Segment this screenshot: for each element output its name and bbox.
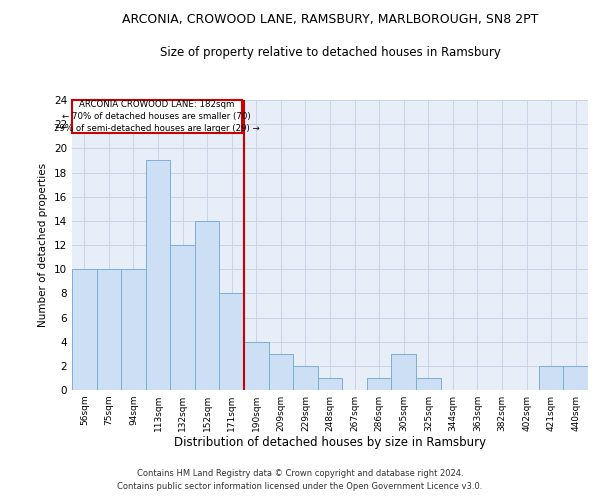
Bar bbox=[121, 269, 146, 390]
Bar bbox=[146, 160, 170, 390]
Bar bbox=[293, 366, 318, 390]
Bar bbox=[391, 354, 416, 390]
Bar bbox=[539, 366, 563, 390]
Text: ARCONIA CROWOOD LANE: 182sqm
← 70% of detached houses are smaller (70)
29% of se: ARCONIA CROWOOD LANE: 182sqm ← 70% of de… bbox=[54, 100, 260, 132]
Bar bbox=[195, 221, 220, 390]
Bar bbox=[97, 269, 121, 390]
Bar bbox=[563, 366, 588, 390]
Y-axis label: Number of detached properties: Number of detached properties bbox=[38, 163, 49, 327]
Bar bbox=[72, 269, 97, 390]
Bar bbox=[269, 354, 293, 390]
Bar bbox=[318, 378, 342, 390]
FancyBboxPatch shape bbox=[72, 100, 242, 132]
Text: Size of property relative to detached houses in Ramsbury: Size of property relative to detached ho… bbox=[160, 46, 500, 59]
Bar bbox=[244, 342, 269, 390]
Text: Distribution of detached houses by size in Ramsbury: Distribution of detached houses by size … bbox=[174, 436, 486, 449]
Text: Contains HM Land Registry data © Crown copyright and database right 2024.
Contai: Contains HM Land Registry data © Crown c… bbox=[118, 469, 482, 491]
Bar bbox=[170, 245, 195, 390]
Bar bbox=[220, 294, 244, 390]
Text: ARCONIA, CROWOOD LANE, RAMSBURY, MARLBOROUGH, SN8 2PT: ARCONIA, CROWOOD LANE, RAMSBURY, MARLBOR… bbox=[122, 14, 538, 26]
Bar bbox=[416, 378, 440, 390]
Bar bbox=[367, 378, 391, 390]
